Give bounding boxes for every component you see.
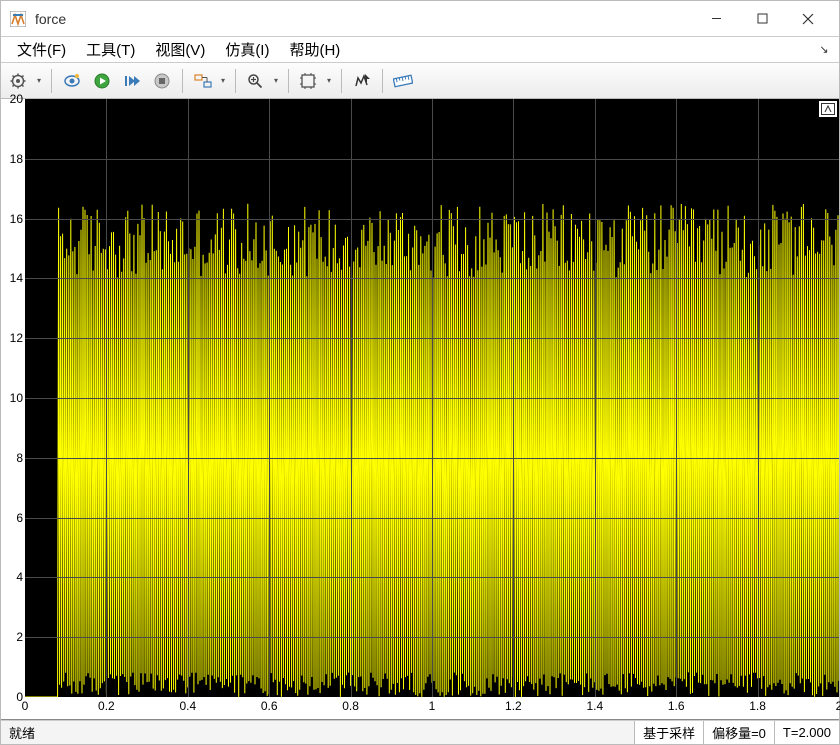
- toolbar-separator: [235, 69, 236, 93]
- menu-tools[interactable]: 工具(T): [76, 37, 145, 62]
- menu-help[interactable]: 帮助(H): [279, 37, 350, 62]
- toolbar: [1, 63, 839, 99]
- x-axis: 0 0.2 0.4 0.6 0.8 1 1.2 1.4 1.6 1.8 2: [25, 697, 839, 719]
- status-offset: 偏移量=0: [703, 721, 774, 744]
- toolbar-separator: [288, 69, 289, 93]
- highlight-icon: [63, 73, 81, 89]
- ruler-icon: [393, 73, 413, 89]
- menu-view[interactable]: 视图(V): [145, 37, 215, 62]
- y-tick-label: 12: [10, 331, 23, 345]
- cursor-icon: [354, 73, 370, 89]
- toolbar-separator: [382, 69, 383, 93]
- menu-file[interactable]: 文件(F): [7, 37, 76, 62]
- menu-sim[interactable]: 仿真(I): [215, 37, 279, 62]
- y-axis: 02468101214161820: [1, 99, 25, 719]
- y-tick-label: 6: [16, 511, 23, 525]
- x-tick-label: 0.4: [179, 699, 196, 713]
- zoom-button[interactable]: [242, 67, 282, 95]
- x-tick-label: 0.2: [98, 699, 115, 713]
- menu-overflow-icon[interactable]: ↘: [815, 43, 833, 56]
- autoscale-icon: [300, 73, 316, 89]
- x-tick-label: 1.6: [668, 699, 685, 713]
- zoom-icon: [247, 73, 263, 89]
- y-tick-label: 16: [10, 212, 23, 226]
- plot-area[interactable]: [25, 99, 839, 697]
- x-tick-label: 1: [429, 699, 436, 713]
- y-tick-label: 14: [10, 271, 23, 285]
- x-tick-label: 1.2: [505, 699, 522, 713]
- y-tick-label: 10: [10, 391, 23, 405]
- gear-icon: [10, 73, 26, 89]
- autoscale-button[interactable]: [295, 67, 335, 95]
- status-time: T=2.000: [774, 721, 839, 744]
- run-icon: [94, 73, 110, 89]
- menubar: 文件(F) 工具(T) 视图(V) 仿真(I) 帮助(H) ↘: [1, 37, 839, 63]
- toolbar-separator: [51, 69, 52, 93]
- highlight-button[interactable]: [58, 67, 86, 95]
- x-tick-label: 0.6: [261, 699, 278, 713]
- step-button[interactable]: [118, 67, 146, 95]
- scope-area: 02468101214161820 00.20.40.60.811.21.41.…: [1, 99, 839, 720]
- statusbar: 就绪 基于采样 偏移量=0 T=2.000: [1, 720, 839, 744]
- minimize-button[interactable]: [693, 1, 739, 37]
- signal-icon: [194, 73, 212, 89]
- y-tick-label: 2: [16, 630, 23, 644]
- ruler-button[interactable]: [389, 67, 417, 95]
- close-button[interactable]: [785, 1, 831, 37]
- cursor-button[interactable]: [348, 67, 376, 95]
- stop-icon: [154, 73, 170, 89]
- titlebar: force: [1, 1, 839, 37]
- y-tick-label: 4: [16, 570, 23, 584]
- status-sample: 基于采样: [634, 721, 703, 744]
- x-tick-label: 2: [836, 699, 840, 713]
- signal-select-button[interactable]: [189, 67, 229, 95]
- window-title: force: [35, 11, 66, 27]
- x-tick-label: 1.4: [586, 699, 603, 713]
- x-tick-label: 1.8: [749, 699, 766, 713]
- maximize-button[interactable]: [739, 1, 785, 37]
- stop-button[interactable]: [148, 67, 176, 95]
- status-ready: 就绪: [1, 721, 43, 744]
- toolbar-separator: [182, 69, 183, 93]
- status-spacer: [43, 721, 634, 744]
- y-tick-label: 8: [16, 451, 23, 465]
- run-button[interactable]: [88, 67, 116, 95]
- x-tick-label: 0.8: [342, 699, 359, 713]
- y-tick-label: 20: [10, 92, 23, 106]
- step-icon: [123, 73, 141, 89]
- x-tick-label: 0: [22, 699, 29, 713]
- y-tick-label: 18: [10, 152, 23, 166]
- toolbar-separator: [341, 69, 342, 93]
- settings-button[interactable]: [5, 67, 45, 95]
- app-icon: [9, 10, 27, 28]
